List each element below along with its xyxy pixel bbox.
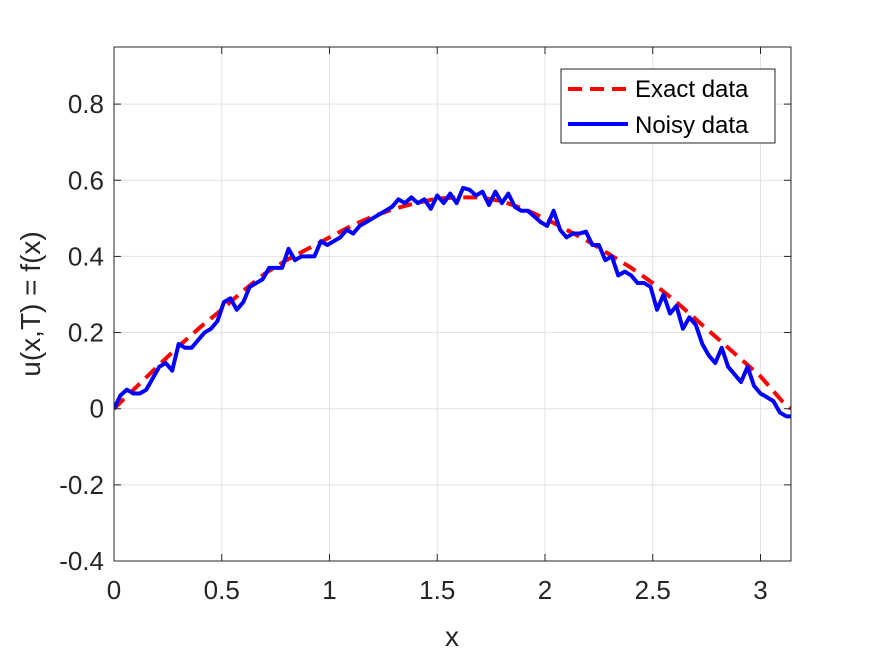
y-axis-label: u(x,T) = f(x) [15,231,46,376]
legend-box [560,68,776,144]
x-tick-label: 0 [107,575,121,605]
x-axis-label: x [445,621,459,652]
y-tick-label: 0.4 [68,241,104,271]
y-tick-label: -0.2 [59,470,104,500]
series-layer [114,185,791,419]
y-tick-label: 0.8 [68,89,104,119]
x-tick-label: 3 [753,575,767,605]
plot-frame [113,46,792,562]
series-line-noisy-data [114,185,791,419]
y-tick-label: 0 [90,394,104,424]
x-tick-label: 1.5 [419,575,455,605]
series-line-exact-data [114,195,791,411]
y-tick-label: -0.4 [59,546,104,576]
y-tick-label: 0.6 [68,165,104,195]
legend-label-noisy-data: Noisy data [635,112,749,139]
x-tick-label: 2 [538,575,552,605]
x-tick-label: 0.5 [204,575,240,605]
axis-ticks: 0 0.5 1 1.5 2 2.5 3 -0.4 -0.2 0 0.2 0.4 0.6 0.8 [59,47,791,605]
legend: Exact data Noisy data [560,68,776,144]
y-tick-label: 0.2 [68,318,104,348]
x-tick-label: 1 [322,575,336,605]
legend-label-exact-data: Exact data [635,76,749,103]
x-tick-label: 2.5 [635,575,671,605]
